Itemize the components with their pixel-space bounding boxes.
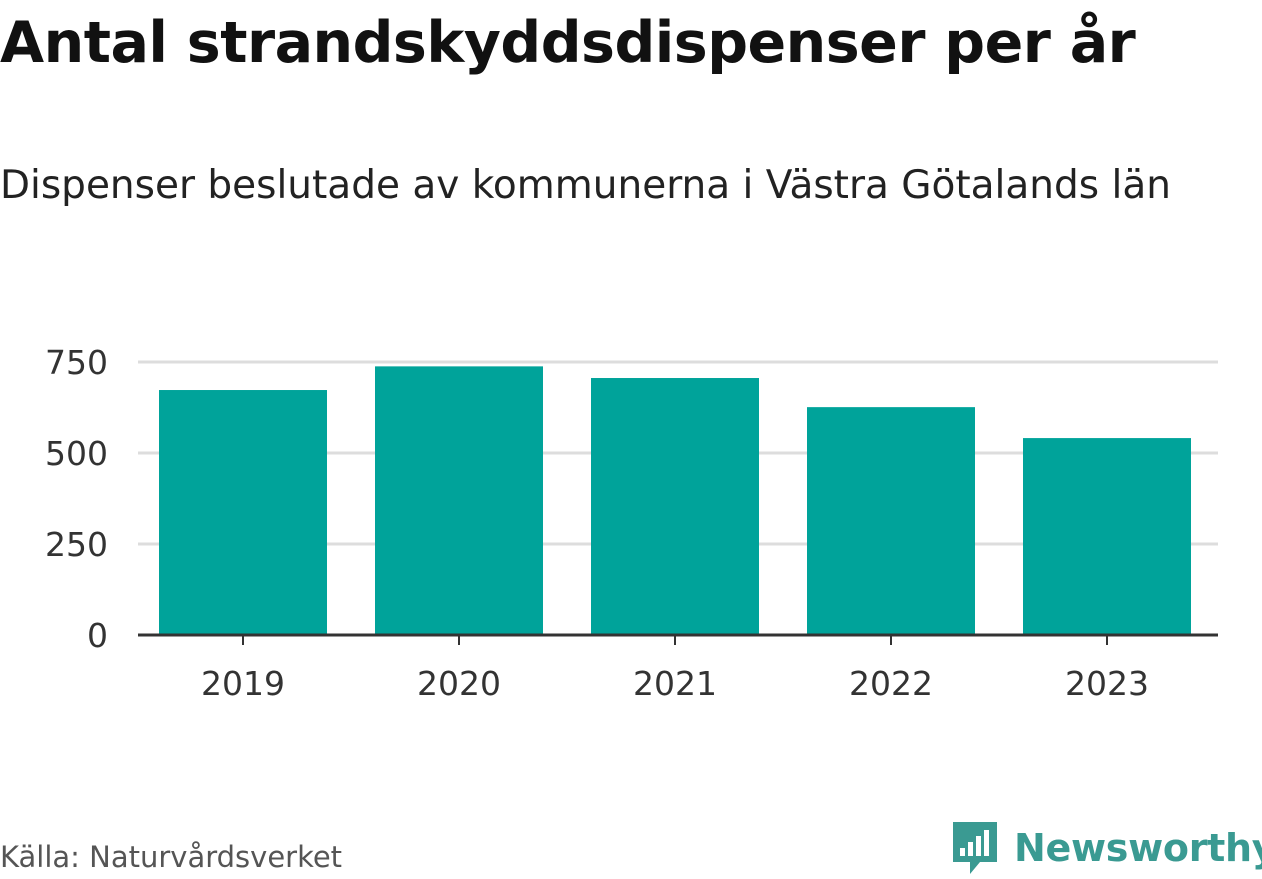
y-tick-label: 500 bbox=[45, 434, 108, 473]
bar-2021 bbox=[591, 378, 759, 635]
bar-2022 bbox=[807, 407, 975, 635]
bar-2019 bbox=[159, 390, 327, 635]
chart-title: Antal strandskyddsdispenser per år bbox=[0, 10, 1135, 76]
x-tick-label: 2021 bbox=[633, 664, 717, 703]
bars bbox=[159, 366, 1191, 635]
brand-name: Newsworthy bbox=[1014, 826, 1262, 870]
brand-logo: Newsworthy bbox=[950, 818, 1262, 878]
bar-2023 bbox=[1023, 438, 1191, 635]
bar-chart: 0 250 500 750 2019 2020 2021 2022 2023 bbox=[0, 320, 1262, 720]
bar-2020 bbox=[375, 366, 543, 635]
y-tick-label: 0 bbox=[87, 616, 108, 655]
y-tick-label: 250 bbox=[45, 525, 108, 564]
x-tick-label: 2023 bbox=[1065, 664, 1149, 703]
y-tick-label: 750 bbox=[45, 343, 108, 382]
chart-subtitle: Dispenser beslutade av kommunerna i Väst… bbox=[0, 160, 1230, 212]
x-tick-label: 2022 bbox=[849, 664, 933, 703]
x-tick-label: 2019 bbox=[201, 664, 285, 703]
newsworthy-logo-icon bbox=[950, 818, 1000, 878]
source-note: Källa: Naturvårdsverket bbox=[0, 840, 342, 874]
x-tick-label: 2020 bbox=[417, 664, 501, 703]
